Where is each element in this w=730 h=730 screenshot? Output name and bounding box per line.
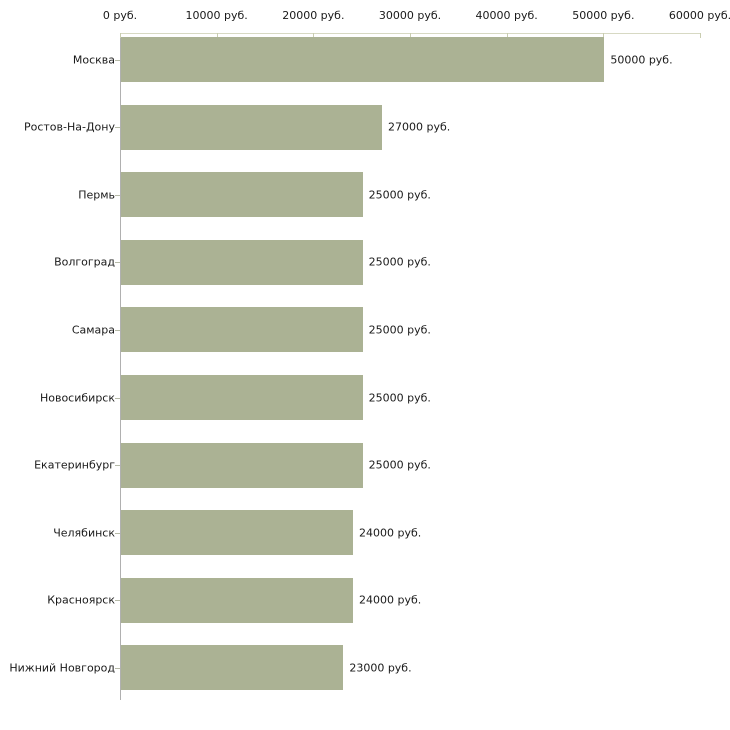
x-tick-mark: [603, 33, 605, 38]
bar: [121, 104, 382, 150]
x-tick-mark: [700, 33, 701, 38]
category-label: Ростов-На-Дону: [23, 120, 115, 134]
value-label: 50000 руб.: [610, 53, 673, 66]
bar: [121, 375, 363, 420]
category-label: Екатеринбург: [34, 458, 115, 472]
y-tick-mark: [115, 330, 120, 331]
category-label: Челябинск: [53, 526, 115, 540]
bar: [121, 172, 363, 218]
category-label: Волгоград: [54, 255, 115, 269]
x-tick-mark: [120, 33, 121, 38]
y-tick-mark: [115, 262, 120, 263]
bar: [121, 239, 363, 285]
bar: [121, 577, 353, 623]
category-label: Красноярск: [47, 593, 115, 607]
value-label: 27000 руб.: [388, 120, 451, 134]
x-tick-label: 30000 руб.: [378, 9, 442, 22]
value-label: 25000 руб.: [368, 458, 431, 472]
y-tick-mark: [115, 398, 120, 399]
value-label: 24000 руб.: [359, 593, 422, 607]
x-tick-mark: [506, 33, 508, 38]
bar: [121, 307, 363, 353]
value-label: 23000 руб.: [349, 661, 412, 675]
bar: [121, 645, 344, 691]
y-tick-mark: [115, 195, 120, 196]
x-tick-label: 20000 руб.: [282, 9, 345, 22]
x-tick-mark: [216, 33, 218, 38]
value-label: 25000 руб.: [368, 323, 431, 337]
category-label: Самара: [71, 323, 115, 337]
value-label: 25000 руб.: [368, 391, 431, 404]
category-label: Нижний Новгород: [9, 661, 115, 675]
category-label: Новосибирск: [39, 391, 115, 404]
x-tick-label: 40000 руб.: [475, 9, 538, 22]
value-label: 25000 руб.: [368, 255, 431, 269]
x-tick-mark: [410, 33, 411, 38]
bar: [121, 442, 363, 488]
y-tick-mark: [115, 465, 120, 466]
bar: [121, 510, 353, 556]
x-tick-label: 60000 руб.: [668, 9, 730, 22]
y-tick-mark: [115, 533, 120, 534]
value-label: 25000 руб.: [368, 188, 431, 202]
x-tick-label: 50000 руб.: [572, 9, 635, 22]
y-tick-mark: [115, 127, 120, 128]
x-tick-label: 0 руб.: [102, 9, 138, 22]
x-tick-label: 10000 руб.: [185, 9, 248, 22]
y-tick-mark: [115, 600, 120, 601]
value-label: 24000 руб.: [359, 526, 422, 540]
category-label: Москва: [72, 53, 115, 66]
y-axis-line: [120, 33, 121, 700]
category-label: Пермь: [78, 188, 115, 202]
x-tick-mark: [313, 33, 315, 38]
y-tick-mark: [115, 668, 120, 669]
bar: [121, 37, 605, 82]
y-tick-mark: [115, 60, 120, 61]
